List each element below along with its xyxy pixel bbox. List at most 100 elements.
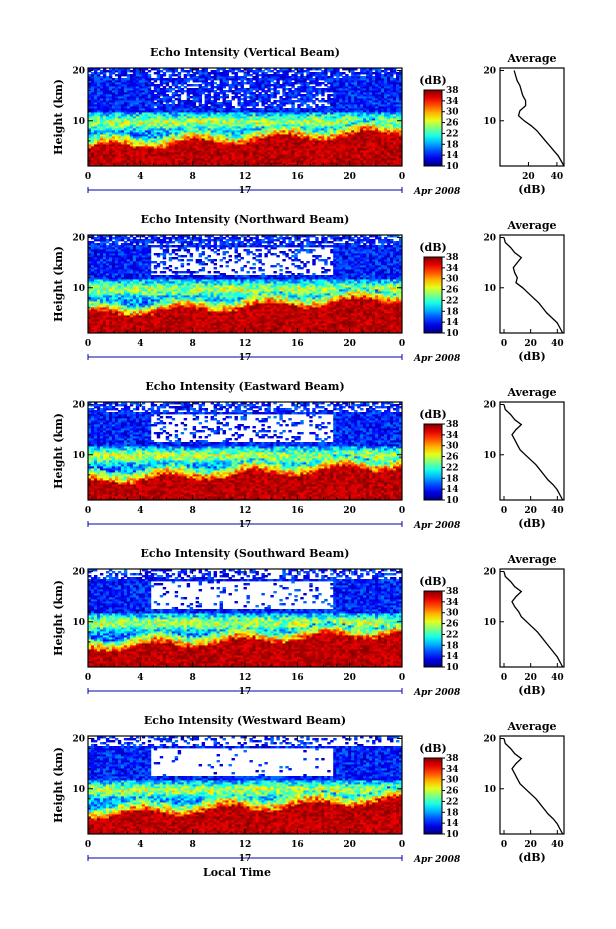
x-tick-label: 20 (343, 339, 356, 349)
profile-title: Average (506, 553, 556, 566)
colorbar-tick-label: 14 (446, 485, 459, 495)
profile-x-label: (dB) (518, 517, 545, 530)
x-tick-label: 0 (85, 840, 91, 850)
x-tick-label: 20 (343, 172, 356, 182)
x-tick-label: 0 (85, 673, 91, 683)
colorbar-tick-label: 18 (446, 140, 459, 150)
y-tick-label: 20 (72, 568, 85, 578)
beam-panel-2: Echo Intensity (Eastward Beam) 0 4 8 12 16 20 0… (52, 380, 564, 531)
colorbar-tick-label: 14 (446, 652, 459, 662)
colorbar-tick-label: 26 (446, 286, 459, 296)
x-tick-label: 4 (137, 673, 143, 683)
panel-title: Echo Intensity (Eastward Beam) (145, 380, 344, 393)
x-tick-label: 16 (291, 673, 304, 683)
beam-panel-4: Echo Intensity (Westward Beam)0 4 8 12 16 20 0… (52, 714, 564, 865)
x-tick-label: 12 (239, 840, 252, 850)
colorbar-tick-label: 30 (446, 442, 459, 452)
profile-x-tick-label: 0 (501, 840, 507, 850)
colorbar (424, 758, 442, 834)
profile-line (504, 739, 563, 835)
x-tick-label: 0 (399, 840, 405, 850)
x-tick-label: 4 (137, 506, 143, 516)
profile-x-tick-label: 20 (524, 339, 537, 349)
y-axis-label: Height (km) (52, 747, 65, 823)
profile-y-tick-label: 10 (483, 284, 496, 294)
profile-y-tick-label: 10 (483, 618, 496, 628)
colorbar-tick-label: 14 (446, 151, 459, 161)
x-axis-label: Local Time (203, 866, 271, 879)
y-tick-label: 20 (72, 67, 85, 77)
colorbar-tick-label: 34 (446, 598, 459, 608)
colorbar-tick-label: 34 (446, 765, 459, 775)
colorbar-tick-label: 38 (446, 420, 459, 430)
x-tick-label: 8 (190, 172, 196, 182)
date-day-label: 17 (239, 353, 252, 363)
x-tick-label: 16 (291, 172, 304, 182)
profile-x-tick-label: 0 (501, 339, 507, 349)
y-axis-label: Height (km) (52, 580, 65, 656)
profile-x-label: (dB) (518, 851, 545, 864)
profile-title: Average (506, 720, 556, 733)
x-tick-label: 4 (137, 339, 143, 349)
colorbar-tick-label: 30 (446, 275, 459, 285)
profile-x-tick-label: 20 (522, 172, 535, 182)
y-tick-label: 10 (72, 284, 85, 294)
profile-x-tick-label: 20 (524, 506, 537, 516)
profile-line (504, 572, 563, 668)
colorbar-unit: (dB) (419, 241, 446, 254)
colorbar-unit: (dB) (419, 74, 446, 87)
panel-title: Echo Intensity (Northward Beam) (141, 213, 350, 226)
colorbar (424, 591, 442, 667)
profile-x-tick-label: 20 (524, 673, 537, 683)
colorbar-tick-label: 34 (446, 97, 459, 107)
x-tick-label: 8 (190, 506, 196, 516)
heatmap-image (88, 68, 402, 166)
panel-title: Echo Intensity (Vertical Beam) (150, 46, 340, 59)
x-tick-label: 4 (137, 840, 143, 850)
colorbar-tick-label: 14 (446, 819, 459, 829)
y-axis-label: Height (km) (52, 246, 65, 322)
colorbar-tick-label: 38 (446, 86, 459, 96)
x-tick-label: 8 (190, 840, 196, 850)
profile-x-label: (dB) (518, 350, 545, 363)
colorbar-tick-label: 22 (446, 630, 459, 640)
y-tick-label: 10 (72, 618, 85, 628)
beam-panel-3: Echo Intensity (Southward Beam)0 4 8 12 16 20… (52, 547, 564, 698)
y-tick-label: 10 (72, 785, 85, 795)
x-tick-label: 0 (399, 339, 405, 349)
x-tick-label: 20 (343, 673, 356, 683)
date-day-label: 17 (239, 520, 252, 530)
profile-y-tick-label: 10 (483, 785, 496, 795)
colorbar-tick-label: 38 (446, 587, 459, 597)
profile-y-tick-label: 20 (483, 67, 496, 77)
x-tick-label: 0 (399, 172, 405, 182)
y-tick-label: 20 (72, 401, 85, 411)
colorbar-tick-label: 38 (446, 754, 459, 764)
x-tick-label: 0 (85, 172, 91, 182)
x-tick-label: 4 (137, 172, 143, 182)
colorbar-tick-label: 22 (446, 797, 459, 807)
profile-title: Average (506, 52, 556, 65)
profile-y-tick-label: 10 (483, 117, 496, 127)
profile-x-label: (dB) (518, 684, 545, 697)
colorbar-tick-label: 30 (446, 108, 459, 118)
x-tick-label: 0 (85, 339, 91, 349)
profile-x-tick-label: 40 (551, 673, 564, 683)
colorbar-tick-label: 18 (446, 474, 459, 484)
colorbar-tick-label: 26 (446, 119, 459, 129)
colorbar-tick-label: 10 (446, 663, 459, 673)
x-tick-label: 0 (85, 506, 91, 516)
profile-y-tick-label: 20 (483, 735, 496, 745)
x-tick-label: 12 (239, 172, 252, 182)
colorbar-tick-label: 34 (446, 264, 459, 274)
x-tick-label: 16 (291, 506, 304, 516)
colorbar-tick-label: 18 (446, 641, 459, 651)
colorbar (424, 90, 442, 166)
colorbar-unit: (dB) (419, 742, 446, 755)
x-tick-label: 0 (399, 506, 405, 516)
colorbar-tick-label: 10 (446, 830, 459, 840)
x-tick-label: 16 (291, 339, 304, 349)
colorbar (424, 424, 442, 500)
profile-y-tick-label: 10 (483, 451, 496, 461)
x-tick-label: 12 (239, 506, 252, 516)
